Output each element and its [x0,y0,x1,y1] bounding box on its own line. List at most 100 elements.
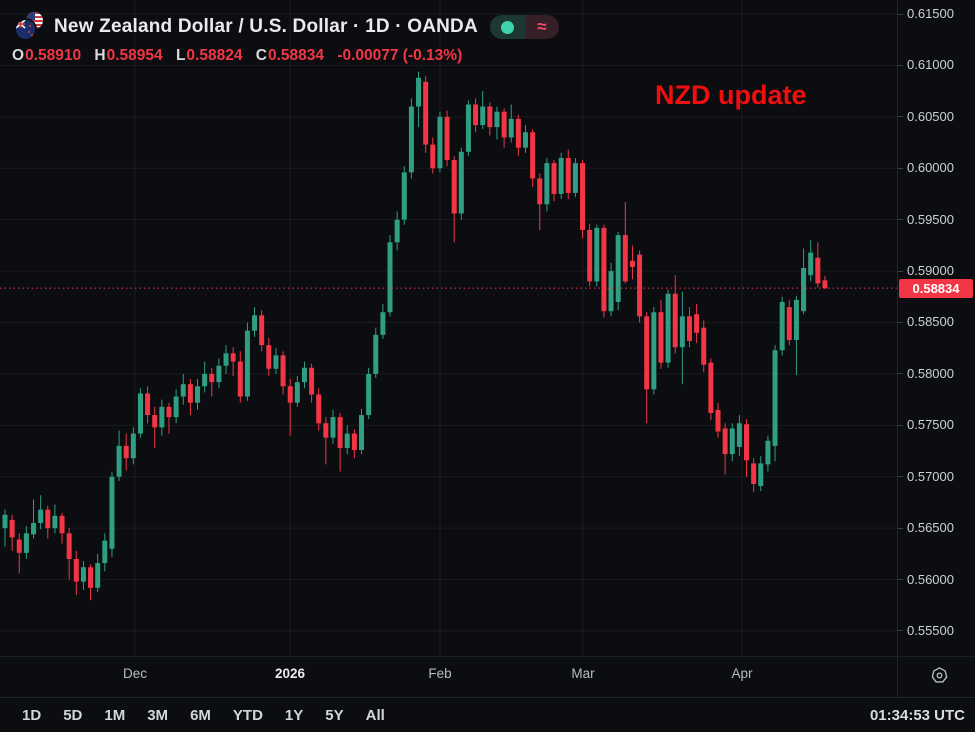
candle-body [801,267,807,312]
candle-body [793,299,799,340]
candle-body [244,330,250,397]
price-scale-settings-icon[interactable] [928,664,950,686]
symbol-row: New Zealand Dollar / U.S. Dollar · 1D · … [10,12,559,42]
time-axis-label: Mar [571,666,595,681]
candle-body [195,386,201,403]
candle-body [266,345,272,369]
candle-body [252,315,258,331]
candle-body [230,353,236,362]
chart-annotation: NZD update [655,80,807,110]
candle-body [73,559,79,582]
ohlc-close-value: 0.58834 [267,47,324,64]
nz-flag-icon [16,20,35,39]
price-tick-mark [898,64,903,66]
candle-body [31,523,37,535]
ohlc-low-label: L [175,47,186,64]
candle-body [594,227,600,282]
candle-body [38,509,44,524]
price-tick-mark [898,424,903,426]
time-axis-label: Apr [731,666,753,681]
range-button-1y[interactable]: 1Y [277,703,311,728]
price-tick-mark [898,527,903,529]
candle-body [530,132,536,179]
candle-body [615,235,621,302]
range-button-1m[interactable]: 1M [96,703,133,728]
candle-body [522,132,528,148]
candle-body [366,373,372,416]
candle-body [337,417,343,448]
price-axis-label: 0.61500 [907,6,954,21]
candle-body [772,350,778,446]
candle-body [309,367,315,395]
candle-body [316,394,322,424]
price-axis[interactable]: 0.58834 0.61500 0.61000 0.60500 0.60000 0.59… [897,0,975,656]
candle-body [551,163,557,194]
ohlc-high-value: 0.58954 [106,47,163,64]
range-button-3m[interactable]: 3M [139,703,176,728]
range-button-5d[interactable]: 5D [55,703,90,728]
price-tick-mark [898,373,903,375]
candle-body [323,423,329,438]
chart-pane[interactable]: NZD update [0,0,897,656]
candle-body [587,229,593,282]
candle-body [622,235,628,282]
range-button-6m[interactable]: 6M [182,703,219,728]
candle-body [558,157,564,194]
market-status-pill[interactable]: ≈ [489,15,559,39]
candle-body [259,315,265,346]
range-button-all[interactable]: All [358,703,393,728]
candle-body [16,539,22,553]
candle-body [701,327,707,365]
axis-corner-divider [897,657,898,698]
candle-body [66,533,72,560]
candle-body [280,355,286,387]
ohlc-high-label: H [94,47,106,64]
candle-body [394,219,400,243]
candle-body [494,111,500,128]
price-axis-label: 0.60000 [907,160,954,176]
symbol-title[interactable]: New Zealand Dollar / U.S. Dollar · 1D · … [54,16,478,37]
range-button-1d[interactable]: 1D [14,703,49,728]
candle-body [608,271,614,312]
candle-body [95,563,101,588]
candle-body [359,415,364,451]
candle-body [173,396,179,418]
candle-body [430,144,436,169]
delayed-data-icon: ≈ [524,15,559,39]
candle-body [408,106,414,173]
candle-body [109,476,115,549]
candle-body [9,519,15,538]
candle-body [679,316,685,348]
ohlc-close-label: C [255,47,267,64]
candlestick-chart[interactable] [0,0,897,656]
candle-body [294,382,300,403]
candle-body [480,106,486,126]
candle-body [729,428,735,455]
candle-body [501,111,507,138]
candle-body [744,424,750,461]
candle-body [672,293,678,348]
candle-body [45,509,51,529]
candle-body [758,463,764,487]
candle-body [273,355,279,369]
candle-body [351,433,357,451]
candle-body [373,334,379,374]
time-axis[interactable]: Dec 2026 Feb Mar Apr [0,656,975,698]
candle-body [59,515,65,534]
candle-body [423,81,429,145]
candle-body [715,409,721,432]
utc-clock[interactable]: 01:34:53 UTC [869,707,965,724]
price-tick-mark [898,219,903,221]
candle-body [473,104,479,126]
candle-body [80,567,86,582]
price-axis-label: 0.55500 [907,622,954,638]
price-axis-label: 0.58000 [907,365,954,381]
candle-body [580,163,586,230]
price-axis-label: 0.57500 [907,417,954,433]
candle-body [380,312,386,335]
range-button-ytd[interactable]: YTD [225,703,271,728]
candle-body [736,423,742,447]
candle-body [458,151,464,214]
range-button-5y[interactable]: 5Y [317,703,351,728]
